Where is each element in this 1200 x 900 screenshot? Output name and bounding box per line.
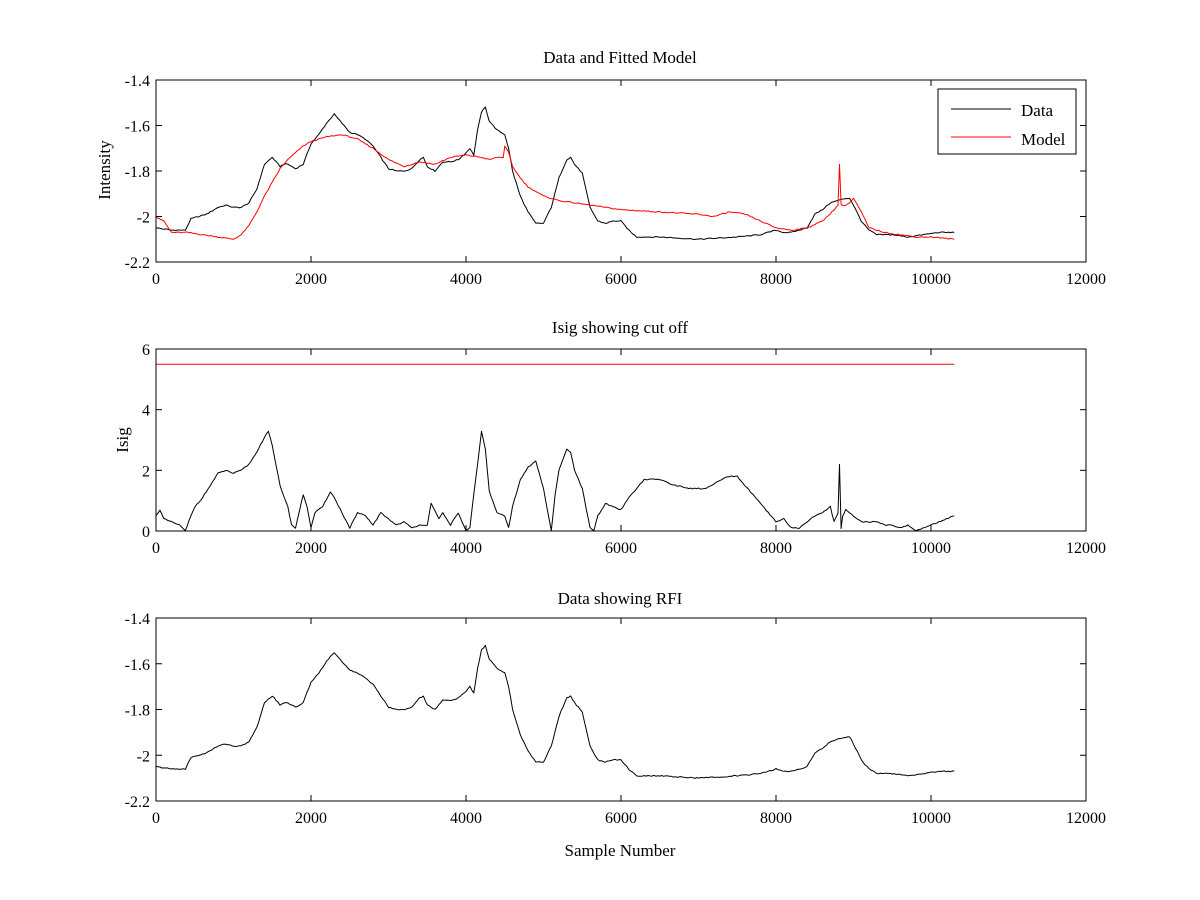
y-tick-label: -2: [137, 210, 150, 227]
x-tick-label: 0: [152, 271, 160, 288]
x-tick-label: 12000: [1066, 810, 1106, 827]
x-tick-label: 0: [152, 810, 160, 827]
x-tick-label: 4000: [450, 540, 482, 557]
y-tick-label: -2: [137, 748, 150, 765]
subplot-3-plot-area: 0 2000 4000 6000 8000 10000 12000 -1.4 -1.6 -1.8 -…: [125, 611, 1106, 827]
y-tick-label: -1.4: [125, 73, 150, 90]
x-tick-label: 10000: [911, 540, 951, 557]
subplot-1-ylabel: Intensity: [95, 140, 114, 200]
x-tick-label: 2000: [295, 271, 327, 288]
x-tick-label: 6000: [605, 810, 637, 827]
x-tick-label: 2000: [295, 540, 327, 557]
x-tick-label: 12000: [1066, 540, 1106, 557]
y-tick-label: -1.6: [125, 119, 150, 136]
subplot-data-showing-rfi: Data showing RFI Sample Number 0 2000 4000…: [125, 589, 1106, 860]
y-tick-label: -1.4: [125, 611, 150, 628]
y-tick-label: 6: [142, 342, 150, 359]
y-tick-label: -1.6: [125, 657, 150, 674]
x-tick-label: 2000: [295, 810, 327, 827]
subplot-1-legend: Data Model: [937, 88, 1077, 155]
legend-box: [937, 88, 1077, 155]
x-tick-label: 8000: [760, 540, 792, 557]
y-tick-label: 2: [142, 463, 150, 480]
subplot-1-plot-area: 0 2000 4000 6000 8000 10000 12000 -1.4 -1.6 -1.8 -…: [125, 73, 1106, 288]
subplot-2-plot-area: 0 2000 4000 6000 8000 10000 12000 0 2 4 6: [142, 342, 1106, 557]
x-tick-label: 0: [152, 540, 160, 557]
y-tick-label: -2.2: [125, 794, 150, 811]
subplot-2-ylabel: Isig: [113, 427, 132, 453]
x-tick-label: 10000: [911, 810, 951, 827]
x-tick-label: 8000: [760, 810, 792, 827]
x-tick-label: 12000: [1066, 271, 1106, 288]
y-tick-label: -1.8: [125, 703, 150, 720]
x-tick-label: 10000: [911, 271, 951, 288]
subplot-2-title: Isig showing cut off: [552, 318, 688, 337]
y-tick-label: -2.2: [125, 255, 150, 272]
subplot-3-xlabel: Sample Number: [565, 841, 676, 860]
y-tick-label: -1.8: [125, 164, 150, 181]
series-line-model: [155, 134, 955, 240]
subplot-data-and-fitted-model: Data and Fitted Model Intensity 0 2000 400…: [95, 48, 1106, 288]
series-line-data: [155, 106, 955, 240]
subplot-3-title: Data showing RFI: [558, 589, 683, 608]
x-tick-label: 6000: [605, 540, 637, 557]
legend-label-model: Model: [1021, 130, 1066, 149]
y-tick-label: 4: [142, 403, 150, 420]
x-tick-label: 4000: [450, 810, 482, 827]
x-tick-label: 4000: [450, 271, 482, 288]
legend-label-data: Data: [1021, 101, 1054, 120]
x-tick-label: 8000: [760, 271, 792, 288]
subplot-1-title: Data and Fitted Model: [543, 48, 697, 67]
series-line-signal: [155, 644, 955, 779]
y-tick-label: 0: [142, 524, 150, 541]
x-tick-label: 6000: [605, 271, 637, 288]
subplot-isig-showing-cut-off: Isig showing cut off Isig 0 2000 4000 6000 8…: [113, 318, 1106, 557]
series-line-signal: [155, 430, 955, 532]
